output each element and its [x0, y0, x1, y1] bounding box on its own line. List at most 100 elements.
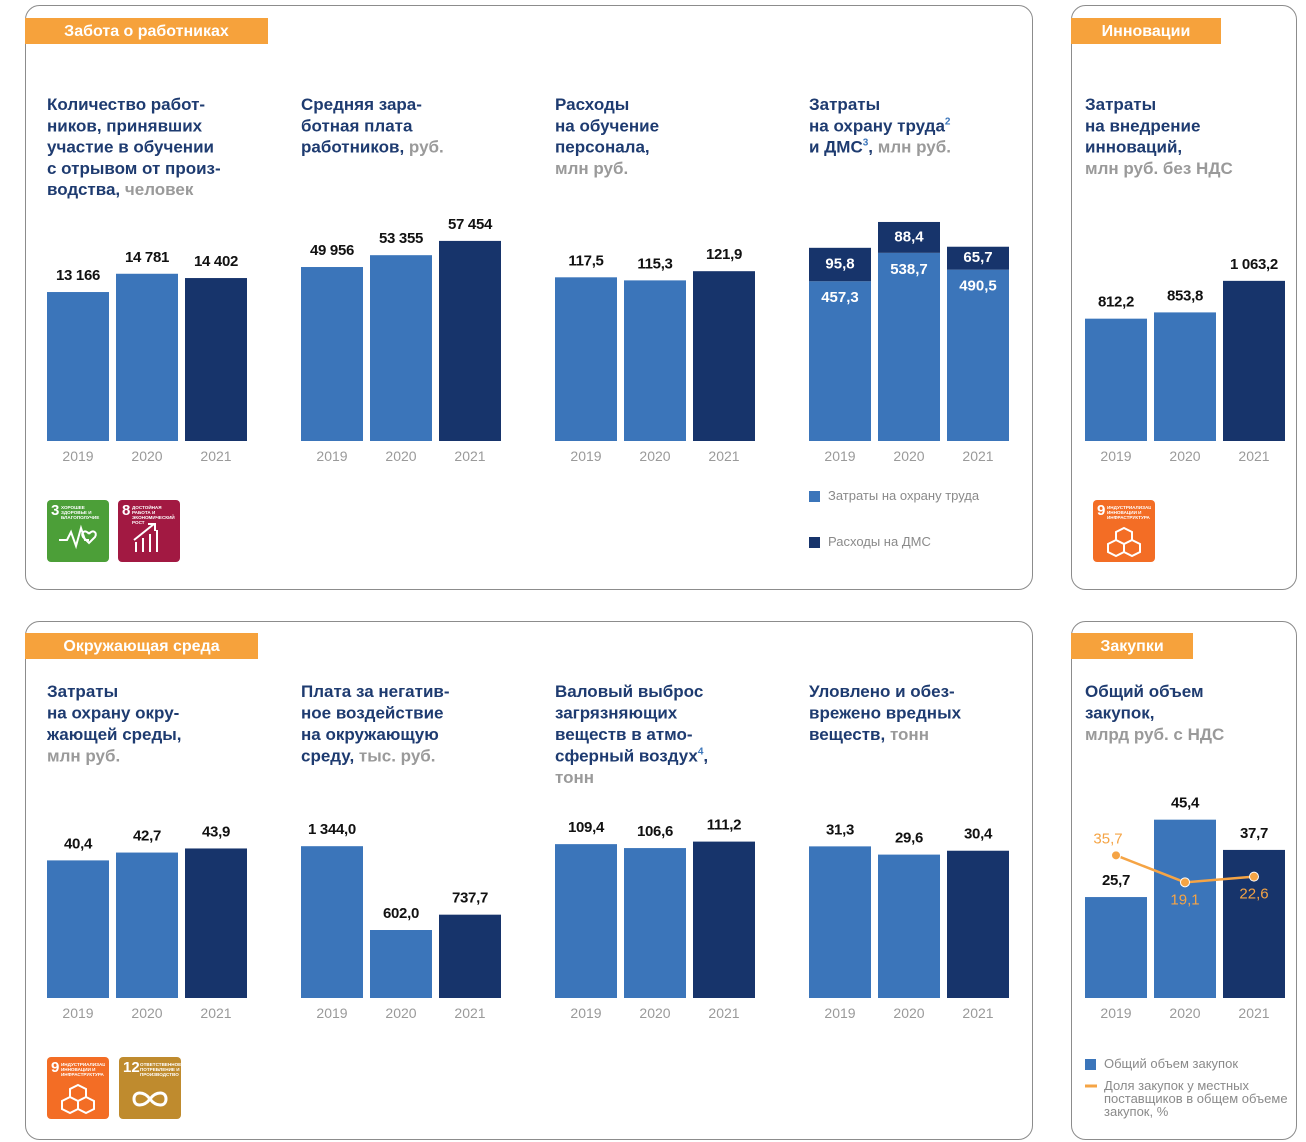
- title-text: ное воздействие: [301, 704, 444, 723]
- legend-swatch: [809, 491, 820, 502]
- section-tag: [1071, 18, 1221, 44]
- bar-segment: [947, 269, 1009, 441]
- title-text: инноваций,: [1085, 138, 1182, 157]
- bar: [947, 850, 1009, 998]
- x-tick-label: 2019: [62, 1005, 93, 1021]
- pictogram-shape: [1107, 526, 1141, 558]
- chart-title: ников, принявших: [47, 116, 203, 135]
- x-tick-label: 2021: [200, 448, 231, 464]
- segment-label: 490,5: [959, 278, 997, 295]
- bar: [555, 844, 617, 998]
- sdg-label: ИНДУСТРИАЛИЗАЦИЯ, ИННОВАЦИИ И ИНФРАСТРУК…: [61, 1062, 105, 1077]
- bar: [624, 280, 686, 441]
- bar: [624, 848, 686, 998]
- bar: [693, 841, 755, 998]
- chart-title: на обучение: [555, 116, 659, 135]
- value-label: 1 344,0: [308, 821, 356, 838]
- title-text: Затраты: [809, 95, 880, 114]
- value-label: 1 063,2: [1230, 256, 1278, 273]
- title-text: врежено вредных: [809, 704, 962, 723]
- sdg-caption: ОТВЕТСТВЕННОЕ ПОТРЕБЛЕНИЕ И ПРОИЗВОДСТВО: [140, 1062, 181, 1077]
- x-tick-label: 2020: [893, 1005, 924, 1021]
- value-label: 117,5: [568, 252, 603, 269]
- pictogram-shape: [132, 1091, 168, 1107]
- sdg-label: ДОСТОЙНАЯ РАБОТА И ЭКОНОМИЧЕСКИЙ РОСТ: [132, 505, 175, 525]
- footnote-ref: 4: [698, 747, 704, 758]
- value-label: 49 956: [310, 242, 354, 259]
- bar: [301, 267, 363, 441]
- x-tick-label: 2021: [454, 448, 485, 464]
- sdg-pictogram: [133, 523, 158, 552]
- section-title: Инновации: [1102, 23, 1191, 40]
- chart-title: Валовый выброс: [555, 682, 703, 701]
- title-text: загрязняющих: [555, 704, 678, 723]
- legend-label: Расходы на ДМС: [828, 535, 931, 549]
- title-text: персонала,: [555, 138, 650, 157]
- chart-title: загрязняющих: [555, 704, 678, 723]
- sdg-label: ИНДУСТРИАЛИЗАЦИЯ, ИННОВАЦИИ И ИНФРАСТРУК…: [1107, 505, 1151, 520]
- chart-title: участие в обучении: [47, 138, 214, 157]
- bar: [1085, 318, 1147, 441]
- title-text: Валовый выброс: [555, 682, 703, 701]
- sdg-pictogram: [61, 1083, 95, 1115]
- section-panel: [1071, 5, 1297, 590]
- chart-title: веществ, тонн: [809, 725, 929, 744]
- bar: [301, 846, 363, 998]
- legend-entry: Общий объем закупок: [1104, 1057, 1238, 1070]
- title-text: на окружающую: [301, 725, 439, 744]
- x-tick-label: 2021: [962, 1005, 993, 1021]
- chart-title: Общий объем: [1085, 682, 1204, 701]
- bar: [693, 271, 755, 441]
- pictogram-shape: [133, 523, 158, 552]
- title-text: веществ в атмо-: [555, 725, 693, 744]
- chart-title: инноваций,: [1085, 138, 1182, 157]
- title-text: ников, принявших: [47, 116, 203, 135]
- section-tag: [25, 18, 268, 44]
- chart-title: работников, руб.: [301, 138, 444, 157]
- chart-title: веществ в атмо-: [555, 725, 693, 744]
- footnote-ref: 3: [863, 138, 869, 149]
- value-label: 737,7: [452, 890, 488, 907]
- value-label: 45,4: [1171, 795, 1200, 812]
- title-text: и ДМС: [809, 138, 863, 157]
- value-label: 30,4: [964, 826, 993, 843]
- sdg-pictogram: [132, 1091, 168, 1107]
- bar: [809, 846, 871, 998]
- chart-title: с отрывом от произ-: [47, 159, 221, 178]
- legend-entry: Расходы на ДМС: [828, 535, 931, 549]
- chart-title: Затраты: [47, 682, 118, 701]
- chart-title: закупок,: [1085, 704, 1155, 723]
- sdg-caption: ИНДУСТРИАЛИЗАЦИЯ, ИННОВАЦИИ И ИНФРАСТРУК…: [61, 1062, 105, 1077]
- section-title: Закупки: [1100, 638, 1163, 655]
- chart-title: млрд руб. с НДС: [1085, 725, 1224, 744]
- bar: [1154, 312, 1216, 441]
- value-label: 43,9: [202, 823, 230, 840]
- value-label: 812,2: [1098, 294, 1134, 311]
- x-tick-label: 2021: [1238, 1005, 1269, 1021]
- bar: [1085, 897, 1147, 998]
- sdg-number: 8: [122, 502, 130, 519]
- bar: [1154, 819, 1216, 998]
- bar-segment: [878, 252, 940, 441]
- x-tick-label: 2021: [962, 448, 993, 464]
- legend-swatch: [809, 537, 820, 548]
- legend-label: Доля закупок у местных поставщиков в общ…: [1104, 1079, 1288, 1119]
- x-tick-label: 2019: [316, 1005, 347, 1021]
- bar: [878, 854, 940, 998]
- x-tick-label: 2020: [1169, 1005, 1200, 1021]
- chart-title: Количество работ-: [47, 95, 205, 114]
- bar: [370, 930, 432, 998]
- chart-title: и ДМС3, млн руб.: [809, 138, 951, 157]
- title-unit: человек: [125, 180, 194, 199]
- chart-title: на охрану окру-: [47, 704, 179, 723]
- title-unit: млн руб.: [555, 159, 628, 178]
- title-unit: тонн: [890, 725, 929, 744]
- chart-title: на охрану труда2: [809, 116, 951, 135]
- value-label: 14 402: [194, 253, 238, 270]
- segment-label: 538,7: [890, 261, 928, 278]
- value-label: 40,4: [64, 835, 93, 852]
- chart-title: на окружающую: [301, 725, 439, 744]
- x-tick-label: 2019: [824, 1005, 855, 1021]
- chart-title: Уловлено и обез-: [809, 682, 955, 701]
- value-label: 121,9: [706, 246, 742, 263]
